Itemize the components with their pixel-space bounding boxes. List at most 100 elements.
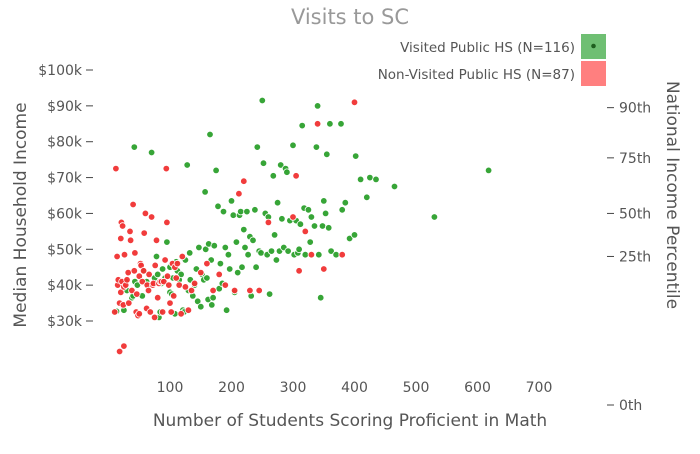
visited-point bbox=[390, 182, 399, 191]
non-visited-point bbox=[130, 267, 138, 275]
non-visited-point bbox=[131, 249, 139, 257]
non-visited-point bbox=[264, 218, 273, 227]
non-visited-point bbox=[181, 283, 190, 291]
non-visited-point bbox=[152, 236, 161, 244]
visited-point bbox=[313, 102, 322, 110]
visited-point bbox=[210, 241, 218, 250]
non-visited-point bbox=[112, 164, 120, 173]
visited-point bbox=[295, 245, 303, 253]
non-visited-point bbox=[160, 277, 168, 286]
x-tick-label: 300 bbox=[280, 380, 307, 396]
non-visited-point bbox=[162, 164, 170, 173]
y-tick-label: $30k bbox=[47, 314, 83, 330]
y-axis-label: Median Household Income bbox=[11, 102, 31, 327]
non-visited-point bbox=[123, 276, 131, 284]
y2-axis-label: National Income Percentile bbox=[662, 81, 682, 309]
non-visited-point bbox=[126, 227, 134, 236]
visited-point bbox=[484, 166, 493, 175]
visited-point bbox=[224, 250, 233, 259]
non-visited-point bbox=[167, 308, 175, 316]
non-visited-point bbox=[292, 172, 300, 180]
y2-tick-label: 75th bbox=[619, 151, 651, 167]
y2-tick-label: 50th bbox=[619, 206, 651, 222]
legend-non-visited[interactable]: Non-Visited Public HS (N=87) bbox=[378, 61, 606, 86]
legend-non-visited-label: Non-Visited Public HS (N=87) bbox=[378, 67, 575, 83]
non-visited-point bbox=[139, 267, 148, 275]
visited-point bbox=[265, 290, 274, 298]
visited-point bbox=[267, 247, 276, 255]
visited-point bbox=[212, 166, 220, 175]
non-visited-point bbox=[153, 294, 162, 302]
non-visited-point bbox=[307, 250, 316, 259]
non-visited-point bbox=[140, 229, 148, 237]
non-visited-point bbox=[163, 272, 172, 280]
x-axis-label: Number of Students Scoring Proficient in… bbox=[153, 411, 547, 431]
visited-point bbox=[241, 243, 249, 252]
y-tick-label: $100k bbox=[38, 63, 83, 79]
non-visited-point bbox=[338, 250, 346, 259]
non-visited-point bbox=[197, 268, 205, 277]
non-visited-point bbox=[255, 286, 263, 295]
non-visited-point bbox=[129, 200, 137, 209]
visited-point bbox=[258, 96, 266, 105]
visited-point bbox=[253, 143, 261, 151]
visited-point bbox=[352, 152, 360, 160]
non-visited-point bbox=[128, 286, 136, 295]
visited-point bbox=[326, 120, 334, 128]
x-tick-label: 500 bbox=[403, 380, 430, 396]
visited-point bbox=[244, 250, 252, 259]
visited-point bbox=[203, 274, 211, 282]
non-visited-point bbox=[166, 299, 174, 307]
visited-point bbox=[221, 243, 229, 252]
visited-point bbox=[350, 231, 359, 239]
x-tick-label: 400 bbox=[341, 380, 368, 396]
visited-point bbox=[219, 207, 228, 216]
non-visited-point bbox=[215, 270, 223, 279]
visited-point bbox=[243, 207, 251, 216]
visited-point bbox=[430, 213, 439, 221]
visited-point bbox=[307, 213, 316, 221]
visited-point bbox=[327, 247, 335, 255]
non-visited-point bbox=[295, 267, 303, 275]
visited-point bbox=[278, 215, 286, 223]
visited-point bbox=[193, 297, 202, 305]
x-tick-label: 100 bbox=[157, 380, 184, 396]
visited-point bbox=[257, 249, 265, 257]
non-visited-point bbox=[110, 308, 119, 316]
visited-point bbox=[301, 250, 309, 259]
non-visited-point bbox=[146, 308, 154, 316]
visited-point bbox=[372, 175, 380, 184]
x-tick-label: 600 bbox=[464, 380, 491, 396]
non-visited-point bbox=[161, 256, 169, 264]
visited-point bbox=[214, 202, 222, 210]
visited-point bbox=[208, 301, 216, 309]
visited-point bbox=[240, 225, 248, 234]
non-visited-point bbox=[147, 213, 156, 221]
visited-point bbox=[345, 234, 354, 243]
legend-visited[interactable]: Visited Public HS (N=116) bbox=[400, 34, 606, 59]
visited-point bbox=[337, 120, 345, 128]
non-visited-point bbox=[158, 308, 167, 316]
non-visited-point bbox=[151, 261, 159, 270]
visited-point bbox=[298, 121, 306, 130]
non-visited-point bbox=[175, 281, 183, 289]
non-visited-point bbox=[126, 236, 135, 244]
visited-point bbox=[216, 259, 225, 268]
visited-point bbox=[130, 143, 138, 151]
visited-point bbox=[272, 256, 281, 264]
y2-tick-label: 25th bbox=[619, 249, 651, 265]
visited-point bbox=[325, 224, 333, 232]
visited-point bbox=[153, 270, 162, 279]
non-visited-point bbox=[125, 299, 133, 307]
visited-point bbox=[229, 211, 237, 219]
visited-point bbox=[296, 220, 305, 228]
visited-point bbox=[177, 270, 185, 279]
visited-point bbox=[270, 231, 279, 239]
non-visited-point bbox=[145, 270, 153, 279]
visited-point bbox=[163, 238, 171, 246]
visited-point bbox=[356, 175, 365, 184]
non-visited-point bbox=[163, 218, 171, 227]
visited-point bbox=[269, 172, 277, 180]
non-visited-point bbox=[117, 288, 125, 296]
y2-tick-label: 90th bbox=[619, 101, 651, 117]
